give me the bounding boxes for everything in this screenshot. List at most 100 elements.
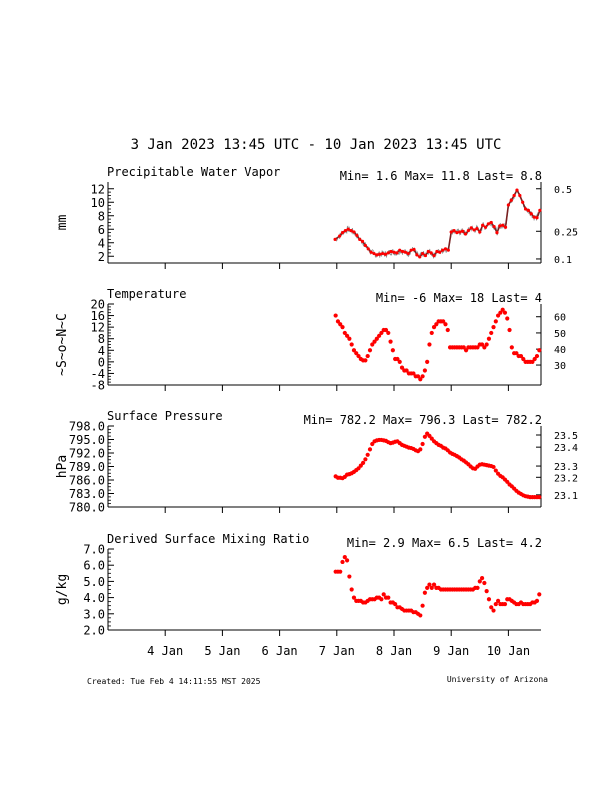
- data-point: [352, 230, 356, 234]
- y-tick-label: 4.0: [83, 591, 105, 605]
- data-point: [409, 248, 413, 252]
- data-point: [400, 249, 405, 254]
- data-point: [466, 229, 470, 233]
- data-point: [365, 353, 370, 359]
- right-tick-label: 0.1: [554, 255, 572, 266]
- footer-org: University of Arizona: [447, 675, 548, 684]
- data-point: [361, 460, 366, 465]
- data-point: [423, 253, 428, 258]
- data-point: [482, 345, 487, 350]
- data-point: [537, 495, 542, 500]
- y-tick-label: 10: [91, 196, 105, 210]
- data-point: [509, 198, 513, 202]
- data-point: [422, 368, 427, 373]
- right-tick-label: 60: [554, 313, 566, 324]
- data-point: [515, 188, 519, 192]
- data-point: [349, 229, 353, 233]
- data-point: [434, 322, 439, 327]
- data-point: [441, 319, 446, 324]
- data-point: [342, 330, 347, 336]
- data-point: [529, 212, 533, 216]
- data-point: [338, 322, 343, 327]
- data-point: [491, 608, 496, 613]
- panel-title: Precipitable Water Vapor: [107, 165, 280, 179]
- x-tick-label: 6 Jan: [262, 644, 298, 658]
- data-point: [429, 330, 434, 336]
- data-point: [372, 251, 376, 256]
- data-point: [429, 585, 434, 590]
- data-point: [483, 225, 488, 229]
- y-tick-label: 792.0: [69, 447, 105, 461]
- panel-4: Derived Surface Mixing Ratio Min= 2.9 Max…: [55, 532, 542, 658]
- data-point: [415, 253, 419, 257]
- panel-stats: Min= 1.6 Max= 11.8 Last= 8.8: [340, 169, 542, 183]
- data-point: [475, 226, 479, 231]
- data-point: [523, 207, 528, 211]
- x-tick-label: 4 Jan: [147, 644, 183, 658]
- data-point: [507, 327, 512, 333]
- y-tick-label: 789.0: [69, 460, 105, 474]
- data-point: [415, 374, 421, 379]
- data-point: [498, 224, 502, 228]
- data-point: [370, 342, 375, 347]
- data-point: [369, 250, 373, 254]
- data-point: [379, 330, 384, 336]
- y-tick-label: 3.0: [83, 607, 105, 621]
- data-point: [449, 230, 453, 234]
- data-point: [530, 359, 535, 364]
- page-title: 3 Jan 2023 13:45 UTC - 10 Jan 2023 13:45…: [131, 137, 502, 153]
- data-point: [411, 371, 416, 376]
- data-point: [445, 327, 450, 333]
- panel-stats: Min= 782.2 Max= 796.3 Last= 782.2: [304, 413, 542, 427]
- data-point: [472, 228, 476, 232]
- data-point: [363, 243, 367, 248]
- data-point: [335, 319, 341, 324]
- data-point: [537, 592, 542, 597]
- data-point: [418, 377, 423, 382]
- data-point: [386, 251, 390, 255]
- data-point: [340, 559, 345, 565]
- data-point: [479, 342, 485, 347]
- y-tick-label: 783.0: [69, 487, 105, 501]
- data-point: [431, 582, 437, 587]
- data-point: [420, 603, 425, 608]
- data-point: [346, 227, 350, 231]
- data-point: [351, 595, 357, 600]
- data-point: [463, 232, 468, 236]
- data-point: [484, 589, 489, 594]
- data-point: [443, 247, 448, 251]
- data-point: [340, 231, 345, 235]
- data-point: [469, 226, 473, 230]
- right-tick-label: 30: [554, 361, 566, 372]
- data-point: [489, 605, 494, 610]
- y-tick-label: 12: [91, 182, 105, 196]
- data-point: [496, 313, 501, 318]
- y-tick-label: 8: [98, 209, 105, 223]
- data-point: [386, 330, 391, 336]
- data-point: [347, 336, 352, 341]
- y-axis-label: hPa: [55, 455, 70, 478]
- data-point: [381, 592, 386, 597]
- data-point: [512, 193, 516, 198]
- data-point: [426, 249, 430, 254]
- data-point: [498, 310, 503, 315]
- data-point: [521, 356, 526, 362]
- data-point: [491, 325, 496, 330]
- data-point: [390, 348, 395, 353]
- data-point: [366, 247, 370, 251]
- data-point: [351, 348, 357, 353]
- data-point: [489, 330, 494, 336]
- y-tick-label: 2: [98, 250, 105, 264]
- data-point: [534, 353, 540, 359]
- data-point: [355, 233, 359, 237]
- data-point: [367, 348, 373, 353]
- data-point: [422, 590, 427, 595]
- data-point: [427, 582, 432, 587]
- series-noise: [334, 188, 540, 259]
- data-point: [349, 587, 354, 592]
- y-tick-label: -4: [91, 367, 105, 381]
- data-point: [412, 247, 416, 252]
- data-point: [431, 325, 437, 330]
- data-point: [397, 359, 402, 364]
